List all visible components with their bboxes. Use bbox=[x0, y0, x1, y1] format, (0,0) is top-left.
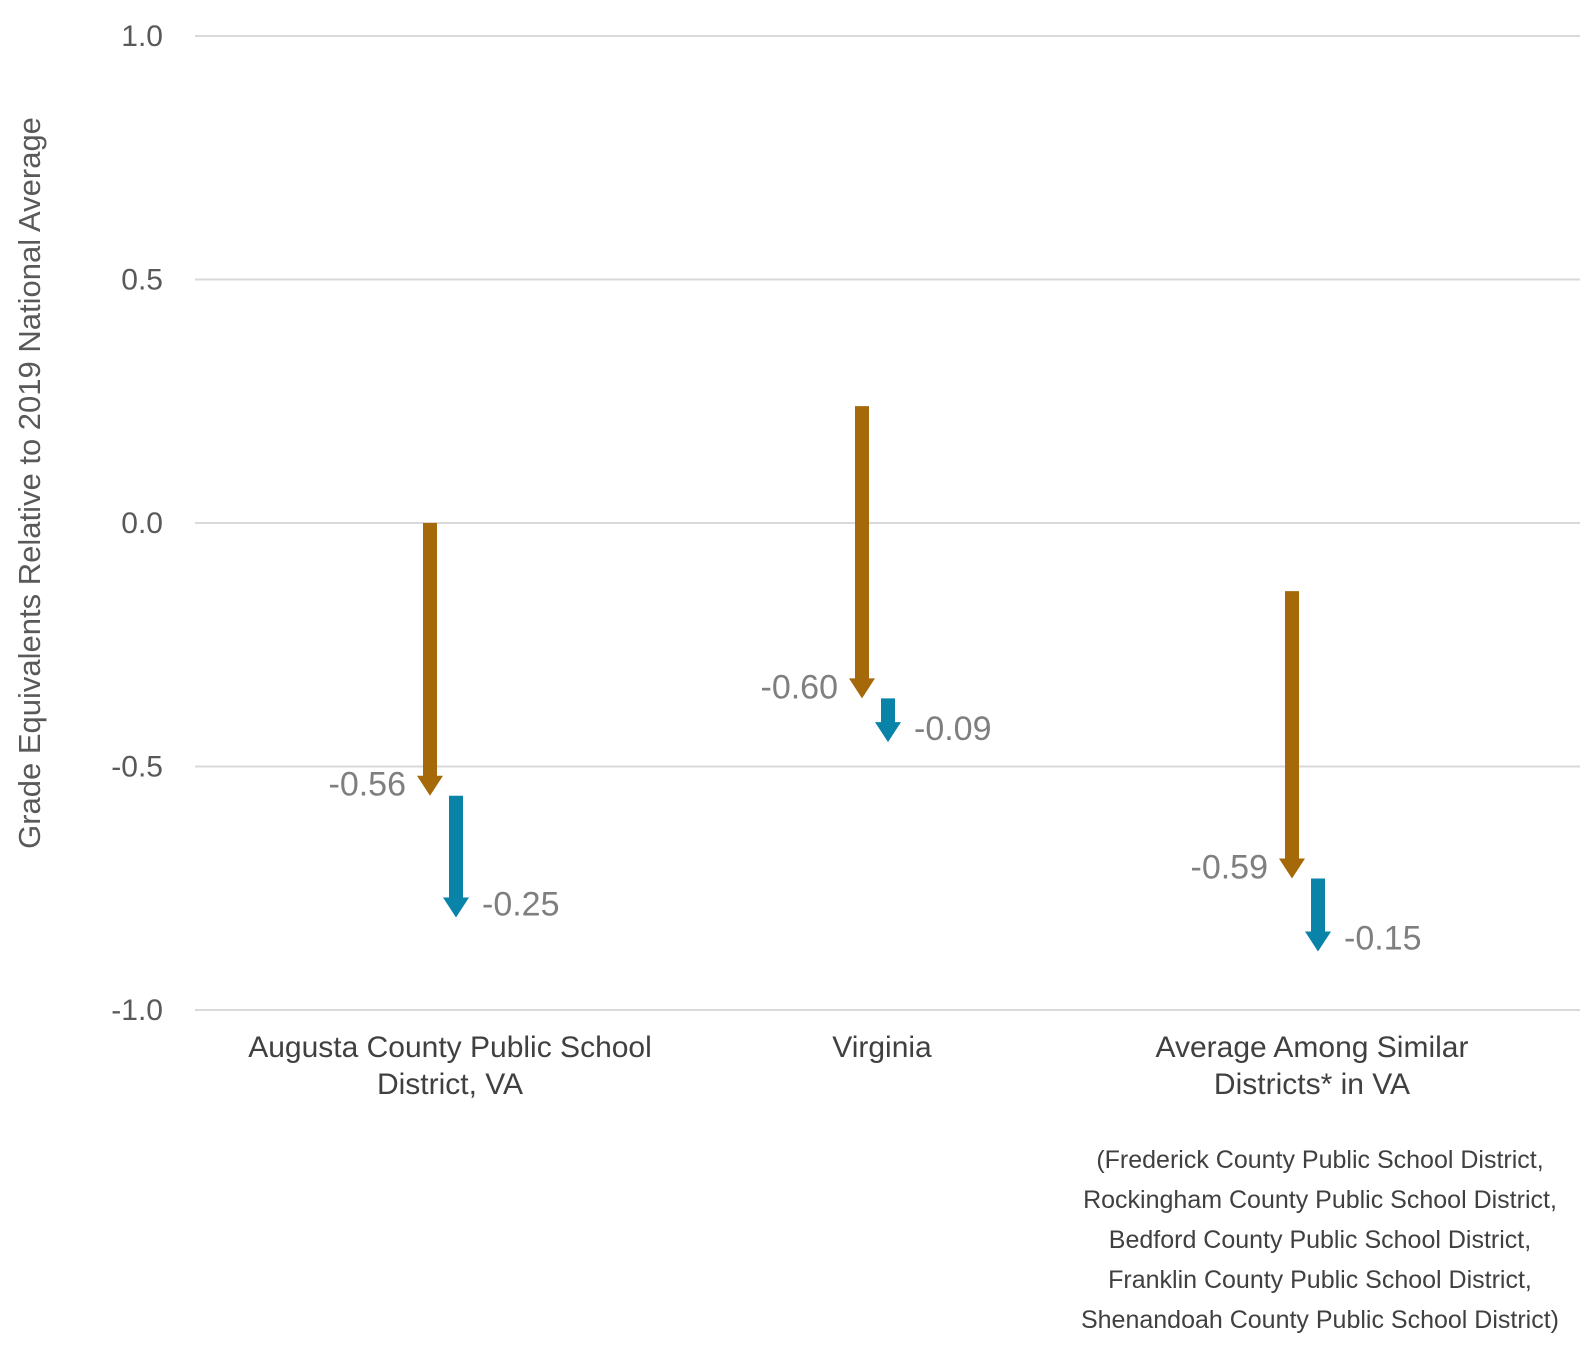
y-axis-ticks: 1.0 0.5 0.0 -0.5 -1.0 bbox=[111, 20, 163, 1027]
data-label: -0.60 bbox=[761, 668, 839, 706]
data-labels: -0.56 -0.60 -0.59 -0.25 -0.09 -0.15 bbox=[329, 668, 1422, 957]
arrow-decline-2 bbox=[875, 698, 901, 743]
gridlines bbox=[195, 35, 1580, 1011]
y-tick-label: -0.5 bbox=[111, 751, 163, 784]
y-tick-label: 0.5 bbox=[121, 264, 163, 297]
footnote-line: Shenandoah County Public School District… bbox=[1081, 1306, 1559, 1334]
footnote-line: Rockingham County Public School District… bbox=[1083, 1186, 1557, 1214]
data-label: -0.15 bbox=[1344, 920, 1422, 958]
y-axis-title: Grade Equivalents Relative to 2019 Natio… bbox=[12, 117, 47, 849]
y-tick-label: -1.0 bbox=[111, 994, 163, 1027]
y-tick-label: 0.0 bbox=[121, 507, 163, 540]
arrow-decline-1 bbox=[1279, 591, 1305, 879]
footnote-line: Bedford County Public School District, bbox=[1109, 1226, 1531, 1254]
arrow-decline-1 bbox=[849, 406, 875, 699]
x-category-label: Virginia bbox=[832, 1031, 932, 1064]
y-tick-label: 1.0 bbox=[121, 20, 163, 53]
x-category-label: Average Among Similar bbox=[1156, 1031, 1469, 1064]
arrows bbox=[417, 406, 1331, 952]
data-label: -0.25 bbox=[482, 885, 560, 923]
footnote-line: (Frederick County Public School District… bbox=[1096, 1146, 1543, 1174]
footnote-line: Franklin County Public School District, bbox=[1108, 1266, 1532, 1294]
arrow-decline-2 bbox=[1305, 878, 1331, 952]
x-category-label: District, VA bbox=[377, 1068, 523, 1101]
footnote: (Frederick County Public School District… bbox=[1081, 1146, 1559, 1334]
data-label: -0.59 bbox=[1191, 849, 1269, 887]
x-category-label: Augusta County Public School bbox=[248, 1031, 652, 1064]
category-labels: Augusta County Public School District, VA… bbox=[248, 1031, 1468, 1101]
data-label: -0.09 bbox=[914, 710, 992, 748]
arrow-decline-2 bbox=[443, 795, 469, 918]
x-category-label: Districts* in VA bbox=[1214, 1068, 1410, 1101]
data-label: -0.56 bbox=[329, 766, 407, 804]
arrow-decline-1 bbox=[417, 523, 443, 796]
